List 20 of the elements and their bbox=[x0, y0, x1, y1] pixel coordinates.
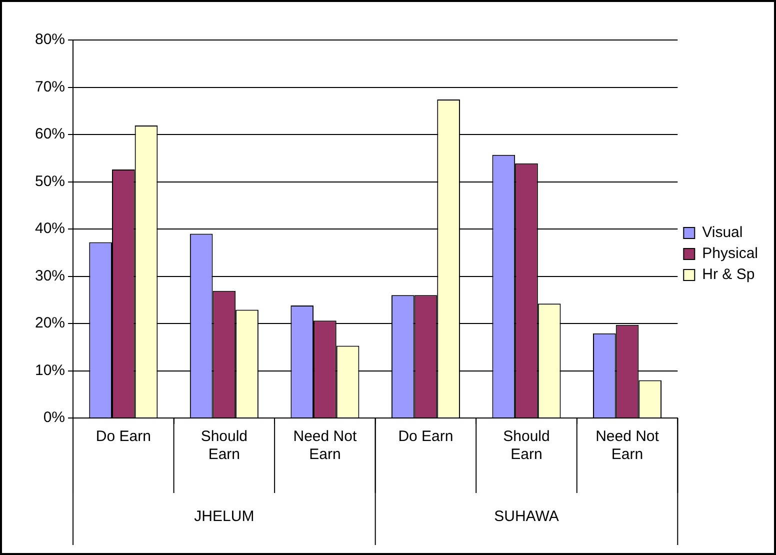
y-tick-label: 0% bbox=[43, 409, 66, 426]
x-tick-label: Do Earn bbox=[96, 428, 151, 446]
legend-label: Visual bbox=[702, 224, 743, 242]
y-tick-label: 10% bbox=[34, 362, 66, 379]
legend-label: Hr & Sp bbox=[702, 266, 755, 284]
x-tick-label: Do Earn bbox=[398, 428, 454, 446]
y-tick-label: 20% bbox=[34, 314, 66, 332]
x-tick-label: Need Not Earn bbox=[596, 428, 660, 464]
x-tick-label: Should Earn bbox=[503, 428, 550, 464]
y-tick-label: 40% bbox=[34, 220, 66, 238]
legend-label: Physical bbox=[702, 245, 758, 262]
text: SUHAWA bbox=[494, 508, 559, 526]
y-tick-label: 60% bbox=[34, 126, 66, 143]
y-tick-label: 30% bbox=[34, 267, 66, 284]
y-tick-label: 50% bbox=[34, 172, 66, 190]
y-tick-label: 80% bbox=[34, 31, 66, 48]
x-tick-label: Should Earn bbox=[200, 428, 248, 464]
x-tick-label: Need Not Earn bbox=[293, 428, 358, 464]
text: JHELUM bbox=[194, 508, 254, 526]
y-tick-label: 70% bbox=[34, 78, 66, 96]
